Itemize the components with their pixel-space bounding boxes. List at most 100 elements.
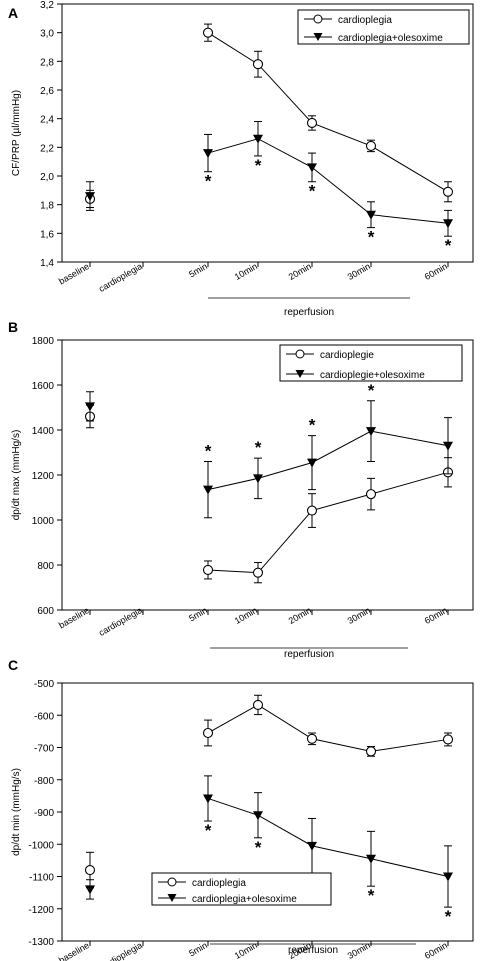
legend-label: cardioplegia [338, 15, 392, 26]
y-tick-label: 1400 [32, 426, 55, 437]
legend-label: cardioplegie [320, 350, 374, 361]
y-tick-label: 2,0 [40, 172, 54, 183]
significance-star: * [205, 821, 212, 840]
y-tick-label: -1200 [28, 905, 54, 916]
y-axis-label: dp/dt max (mmHg/s) [11, 430, 22, 521]
x-tick-label: 5min [187, 940, 209, 958]
data-point [366, 210, 376, 220]
x-tick-label: 30min [346, 940, 372, 961]
data-point [253, 474, 263, 484]
significance-star: * [309, 182, 316, 201]
data-point [203, 485, 213, 495]
significance-star: * [368, 381, 375, 400]
y-tick-label: 1000 [32, 516, 55, 527]
chart-panel-c: C -1300 -1200 -1100 -1000 -900 -800 -700 -600 -50… [8, 657, 474, 961]
y-tick-label: 2,6 [40, 86, 54, 97]
data-point [442, 186, 454, 197]
significance-star: * [255, 438, 262, 457]
y-axis-label: dp/dt min (mmHg/s) [11, 768, 22, 856]
legend-box [279, 344, 463, 382]
significance-star: * [255, 838, 262, 857]
legend: cardioplegia cardioplegia+olesoxime [297, 9, 470, 45]
data-point [84, 864, 96, 876]
x-tick-label: 60min [423, 261, 449, 282]
series-olesoxime [85, 775, 453, 908]
chart-panel-b: B 600 800 1000 1200 1400 1600 1800 dp/dt max (mm… [8, 319, 474, 660]
significance-star: * [255, 156, 262, 175]
data-point [306, 117, 318, 129]
series-line [207, 430, 449, 491]
data-point [202, 727, 214, 739]
legend-box [297, 9, 470, 45]
series-line [207, 797, 449, 877]
data-point [443, 441, 453, 451]
x-tick-label: 10min [233, 261, 259, 282]
x-tick-label: 30min [346, 605, 372, 626]
data-point [306, 733, 318, 744]
series-olesoxime [85, 121, 453, 237]
legend-marker [313, 14, 323, 24]
x-tick-label: 20min [287, 605, 313, 626]
y-tick-label: 1600 [32, 381, 55, 392]
legend-marker [167, 877, 177, 887]
legend: cardioplegie cardioplegie+olesoxime [279, 344, 463, 382]
legend-marker [295, 370, 305, 378]
y-tick-label: 1,4 [40, 258, 54, 269]
legend: cardioplegia cardioplegia+olesoxime [151, 872, 332, 906]
significance-star: * [205, 172, 212, 191]
data-point [252, 567, 264, 578]
panel-label: C [8, 657, 18, 673]
legend-label: cardioplegia [192, 878, 246, 889]
data-point [307, 458, 317, 468]
x-tick-label: 20min [287, 261, 313, 282]
data-point [253, 134, 263, 144]
data-point [365, 746, 377, 757]
y-tick-label: 3,0 [40, 29, 54, 40]
y-tick-label: -1300 [28, 937, 54, 948]
reperfusion-label: reperfusion [284, 307, 334, 318]
series-line [207, 704, 449, 752]
data-point [307, 163, 317, 173]
y-tick-label: -900 [34, 808, 54, 819]
y-tick-label: 2,4 [40, 115, 54, 126]
x-tick-label: 60min [423, 605, 449, 626]
x-tick-label: cardioplegia [97, 261, 144, 294]
data-point [252, 699, 264, 710]
data-point [443, 219, 453, 229]
y-tick-label: 3,2 [40, 0, 54, 11]
y-tick-label: -1000 [28, 840, 54, 851]
significance-star: * [445, 236, 452, 255]
series-line [207, 471, 449, 574]
data-point [203, 794, 213, 804]
chart-panel-a: A 1,4 1,6 1,8 2,0 2,2 2,4 2,6 2,8 3,0 3,2 CF/PRP (µ… [8, 0, 474, 318]
significance-star: * [309, 416, 316, 435]
data-point [203, 149, 213, 159]
reperfusion-label: reperfusion [284, 649, 334, 660]
y-tick-label: 2,8 [40, 57, 54, 68]
legend-label: cardioplegia+olesoxime [338, 33, 443, 44]
x-tick-label: 60min [423, 940, 449, 961]
data-point [365, 140, 377, 151]
x-tick-label: 30min [346, 261, 372, 282]
data-point [202, 27, 214, 38]
data-point [366, 854, 376, 864]
data-point [306, 505, 318, 516]
x-tick-label: 10min [233, 940, 259, 961]
legend-marker [295, 349, 305, 359]
series-control [84, 404, 454, 584]
x-tick-label: cardioplegia [97, 940, 144, 961]
y-tick-label: -800 [34, 776, 54, 787]
data-point [365, 489, 377, 500]
data-point [202, 564, 214, 576]
data-point [443, 872, 453, 882]
series-line [207, 138, 449, 224]
x-tick-label: baseline [57, 261, 91, 286]
y-tick-label: 1200 [32, 471, 55, 482]
y-tick-label: 1,8 [40, 201, 54, 212]
y-tick-label: 600 [37, 606, 54, 617]
x-tick-label: 10min [233, 605, 259, 626]
data-point [366, 427, 376, 437]
x-tick-label: 5min [187, 261, 209, 279]
data-point [85, 402, 95, 412]
x-tick-label: baseline [57, 940, 91, 961]
